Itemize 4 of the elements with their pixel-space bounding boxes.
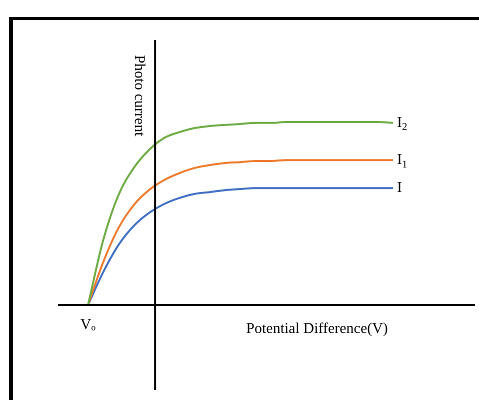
y-axis-title: Photo current <box>131 55 148 138</box>
text: Vₒ <box>80 316 96 333</box>
series-label: I <box>397 180 402 196</box>
x-axis-title: Potential Difference(V) <box>246 320 388 337</box>
